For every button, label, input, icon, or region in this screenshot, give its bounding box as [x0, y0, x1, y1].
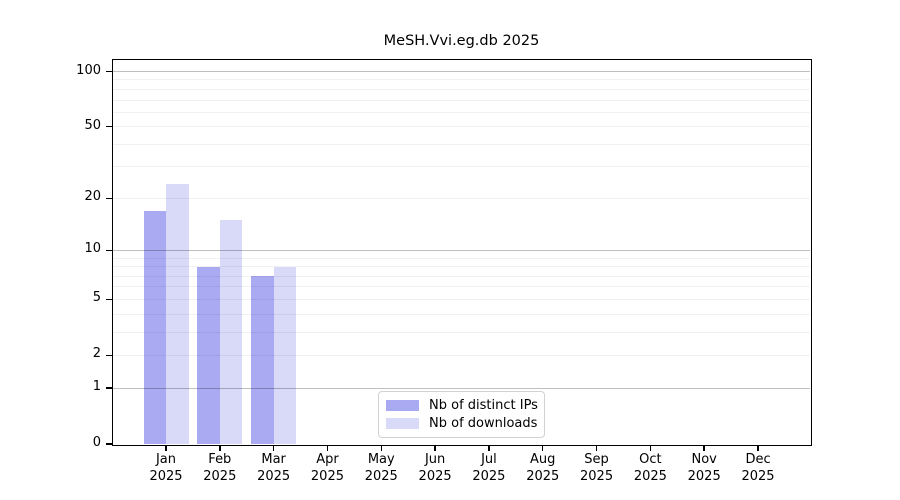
gridline-minor	[113, 266, 810, 268]
x-axis-tick	[219, 445, 221, 451]
gridline-minor	[113, 313, 810, 315]
gridline-minor	[113, 257, 810, 259]
x-axis-tick-label: Dec 2025	[741, 452, 775, 484]
legend-label-downloads: Nb of downloads	[429, 415, 538, 431]
legend-label-distinct-ips: Nb of distinct IPs	[429, 398, 538, 414]
x-axis-tick-label: Nov 2025	[687, 452, 721, 484]
x-axis-tick	[326, 445, 329, 451]
gridline-minor	[113, 126, 810, 128]
y-axis-tick-label: 100	[76, 62, 101, 78]
x-axis-tick	[488, 445, 490, 451]
gridline-minor	[113, 275, 810, 277]
gridline-minor	[113, 88, 810, 90]
y-axis-tick	[106, 197, 112, 200]
x-axis-tick	[380, 445, 383, 451]
gridline-minor	[113, 111, 810, 113]
y-axis-tick	[106, 354, 112, 357]
gridline-minor	[113, 354, 810, 356]
x-axis-tick-label: May 2025	[364, 452, 398, 484]
gridline-major	[113, 71, 810, 73]
y-axis-tick-label: 2	[92, 346, 101, 362]
legend-item-distinct-ips: Nb of distinct IPs	[386, 397, 538, 414]
x-axis-tick	[272, 445, 275, 451]
x-axis-tick-label: Jul 2025	[472, 452, 506, 484]
gridline-minor	[113, 99, 810, 101]
gridline-major	[113, 387, 810, 389]
x-axis-tick-label: Jan 2025	[149, 452, 183, 484]
y-axis-tick	[106, 298, 112, 301]
y-axis-tick-label: 50	[84, 117, 101, 133]
x-axis-tick	[541, 445, 544, 451]
bar-nb-of-distinct-ips-feb	[197, 266, 220, 444]
x-axis-tick-label: Jun 2025	[418, 452, 452, 484]
plot-border	[111, 58, 812, 446]
gridline-minor	[113, 79, 810, 81]
x-axis-tick	[595, 445, 598, 451]
y-axis-tick	[106, 249, 112, 252]
legend-item-downloads: Nb of downloads	[386, 415, 538, 432]
bar-nb-of-distinct-ips-jan	[143, 210, 166, 444]
legend-swatch-distinct-ips	[386, 400, 419, 412]
x-axis-tick-label: Mar 2025	[257, 452, 291, 484]
gridline-minor	[113, 286, 810, 288]
y-axis-tick-label: 1	[92, 379, 101, 395]
x-axis-tick	[165, 445, 167, 451]
chart-legend: Nb of distinct IPs Nb of downloads	[378, 391, 545, 438]
bar-nb-of-downloads-mar	[273, 266, 297, 444]
x-axis-tick	[434, 445, 436, 451]
x-axis-tick-label: Feb 2025	[203, 452, 237, 484]
bar-nb-of-downloads-jan	[166, 184, 189, 444]
chart-title: MeSH.Vvi.eg.db 2025	[383, 33, 540, 49]
y-axis-tick-label: 20	[84, 189, 101, 205]
gridline-minor	[113, 331, 810, 333]
gridline-minor	[113, 166, 810, 168]
y-axis-tick	[106, 387, 112, 389]
x-axis-tick-label: Aug 2025	[526, 452, 560, 484]
x-axis-tick-label: Apr 2025	[310, 452, 344, 484]
x-axis-tick	[703, 445, 705, 451]
y-axis-tick	[106, 443, 112, 445]
gridline-minor	[113, 143, 810, 145]
gridline-major	[113, 249, 810, 251]
y-axis-tick-label: 0	[92, 435, 101, 450]
gridline-minor	[113, 298, 810, 300]
gridline-minor	[113, 197, 810, 199]
x-axis-tick	[649, 445, 652, 451]
y-axis-tick-label: 5	[92, 290, 101, 306]
legend-swatch-downloads	[386, 417, 419, 429]
x-axis-tick	[757, 445, 759, 451]
y-axis-tick	[106, 125, 112, 128]
bar-nb-of-downloads-feb	[219, 220, 243, 444]
y-axis-tick-label: 10	[84, 241, 101, 257]
y-axis-tick	[106, 70, 112, 73]
x-axis-tick-label: Sep 2025	[580, 452, 614, 484]
x-axis-tick-label: Oct 2025	[633, 452, 667, 484]
bar-nb-of-distinct-ips-mar	[251, 276, 274, 444]
